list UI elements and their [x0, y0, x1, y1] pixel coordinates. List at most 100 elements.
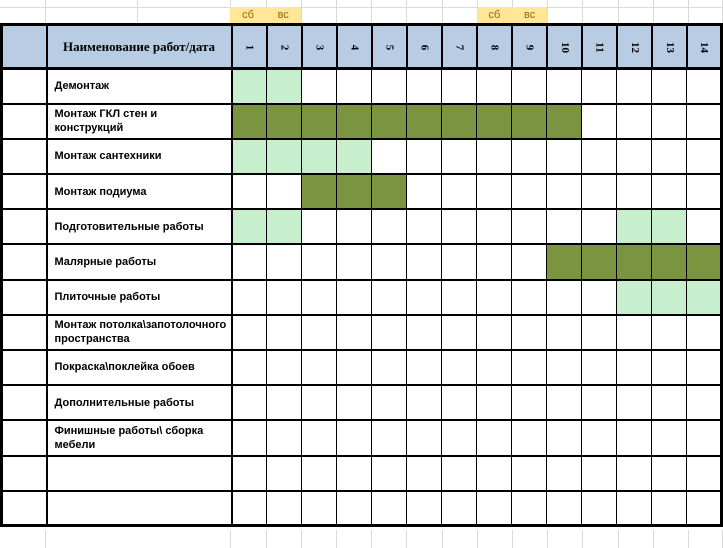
day-cell[interactable]	[686, 173, 722, 211]
task-name-cell[interactable]: Покраска\поклейка обоев	[46, 348, 233, 387]
day-cell[interactable]	[686, 489, 722, 527]
day-cell[interactable]	[371, 67, 407, 105]
day-cell[interactable]	[371, 137, 407, 176]
day-cell-light[interactable]	[301, 137, 337, 176]
day-cell[interactable]	[616, 348, 652, 387]
day-cell[interactable]	[301, 208, 337, 246]
day-cell[interactable]	[476, 278, 512, 316]
day-cell-light[interactable]	[336, 137, 372, 176]
day-cell-dark[interactable]	[336, 173, 372, 211]
day-header-6[interactable]: 6	[405, 23, 443, 70]
day-cell[interactable]	[581, 348, 617, 387]
day-header-14[interactable]: 14	[685, 23, 723, 70]
day-cell[interactable]	[686, 67, 722, 105]
day-cell[interactable]	[336, 243, 372, 281]
day-cell[interactable]	[301, 313, 337, 352]
day-cell[interactable]	[301, 384, 337, 422]
day-cell[interactable]	[511, 173, 547, 211]
day-cell[interactable]	[511, 313, 547, 352]
day-header-10[interactable]: 10	[545, 23, 583, 70]
day-header-2[interactable]: 2	[265, 23, 303, 70]
day-cell-dark[interactable]	[301, 102, 337, 140]
day-cell[interactable]	[616, 419, 652, 457]
day-cell[interactable]	[581, 384, 617, 422]
day-cell[interactable]	[441, 208, 477, 246]
task-name-cell[interactable]: Подготовительные работы	[46, 208, 233, 246]
day-header-1[interactable]: 1	[230, 23, 268, 70]
day-cell[interactable]	[406, 348, 442, 387]
day-cell[interactable]	[441, 67, 477, 105]
day-cell[interactable]	[371, 454, 407, 492]
day-cell[interactable]	[546, 67, 582, 105]
day-cell[interactable]	[406, 208, 442, 246]
day-cell[interactable]	[336, 384, 372, 422]
day-cell-dark[interactable]	[301, 173, 337, 211]
task-name-cell[interactable]	[46, 489, 233, 527]
day-cell[interactable]	[441, 137, 477, 176]
day-cell[interactable]	[686, 208, 722, 246]
day-cell-light[interactable]	[616, 278, 652, 316]
day-cell[interactable]	[371, 208, 407, 246]
day-cell[interactable]	[266, 419, 302, 457]
day-cell[interactable]	[406, 278, 442, 316]
day-cell[interactable]	[581, 102, 617, 140]
day-cell[interactable]	[651, 348, 687, 387]
day-cell[interactable]	[406, 137, 442, 176]
day-cell[interactable]	[581, 313, 617, 352]
day-cell[interactable]	[371, 278, 407, 316]
day-header-8[interactable]: 8	[475, 23, 513, 70]
day-cell[interactable]	[266, 348, 302, 387]
day-cell[interactable]	[441, 243, 477, 281]
day-cell-light[interactable]	[686, 278, 722, 316]
header-corner-cell[interactable]	[0, 23, 48, 70]
task-name-cell[interactable]: Финишные работы\ сборка мебели	[46, 419, 233, 457]
day-cell[interactable]	[581, 454, 617, 492]
day-cell[interactable]	[546, 313, 582, 352]
day-cell[interactable]	[301, 454, 337, 492]
day-cell[interactable]	[686, 348, 722, 387]
day-cell[interactable]	[546, 384, 582, 422]
day-header-4[interactable]: 4	[335, 23, 373, 70]
task-name-cell[interactable]: Демонтаж	[46, 67, 233, 105]
day-cell[interactable]	[336, 208, 372, 246]
day-cell[interactable]	[231, 173, 267, 211]
day-cell[interactable]	[266, 313, 302, 352]
day-cell[interactable]	[546, 489, 582, 527]
day-cell[interactable]	[581, 278, 617, 316]
day-cell[interactable]	[301, 243, 337, 281]
day-cell-dark[interactable]	[371, 102, 407, 140]
day-cell-light[interactable]	[266, 208, 302, 246]
day-cell-light[interactable]	[616, 208, 652, 246]
row-margin-cell[interactable]	[1, 313, 48, 352]
day-cell[interactable]	[336, 67, 372, 105]
day-header-5[interactable]: 5	[370, 23, 408, 70]
header-title-cell[interactable]: Наименование работ/дата	[45, 23, 233, 70]
day-cell[interactable]	[371, 489, 407, 527]
day-cell[interactable]	[301, 67, 337, 105]
day-cell[interactable]	[266, 384, 302, 422]
day-cell[interactable]	[476, 489, 512, 527]
day-cell[interactable]	[616, 384, 652, 422]
day-header-11[interactable]: 11	[580, 23, 618, 70]
day-cell[interactable]	[616, 67, 652, 105]
day-cell[interactable]	[686, 313, 722, 352]
day-cell[interactable]	[511, 137, 547, 176]
day-header-9[interactable]: 9	[510, 23, 548, 70]
row-margin-cell[interactable]	[1, 348, 48, 387]
day-cell[interactable]	[581, 67, 617, 105]
day-cell[interactable]	[476, 348, 512, 387]
day-cell-light[interactable]	[651, 278, 687, 316]
day-cell[interactable]	[406, 67, 442, 105]
day-cell[interactable]	[581, 489, 617, 527]
day-cell[interactable]	[231, 454, 267, 492]
day-cell[interactable]	[511, 384, 547, 422]
day-cell[interactable]	[511, 67, 547, 105]
day-cell[interactable]	[546, 173, 582, 211]
day-header-7[interactable]: 7	[440, 23, 478, 70]
day-cell[interactable]	[336, 348, 372, 387]
day-cell[interactable]	[651, 313, 687, 352]
day-cell[interactable]	[301, 278, 337, 316]
day-cell[interactable]	[301, 489, 337, 527]
day-cell[interactable]	[441, 313, 477, 352]
day-cell-dark[interactable]	[686, 243, 722, 281]
